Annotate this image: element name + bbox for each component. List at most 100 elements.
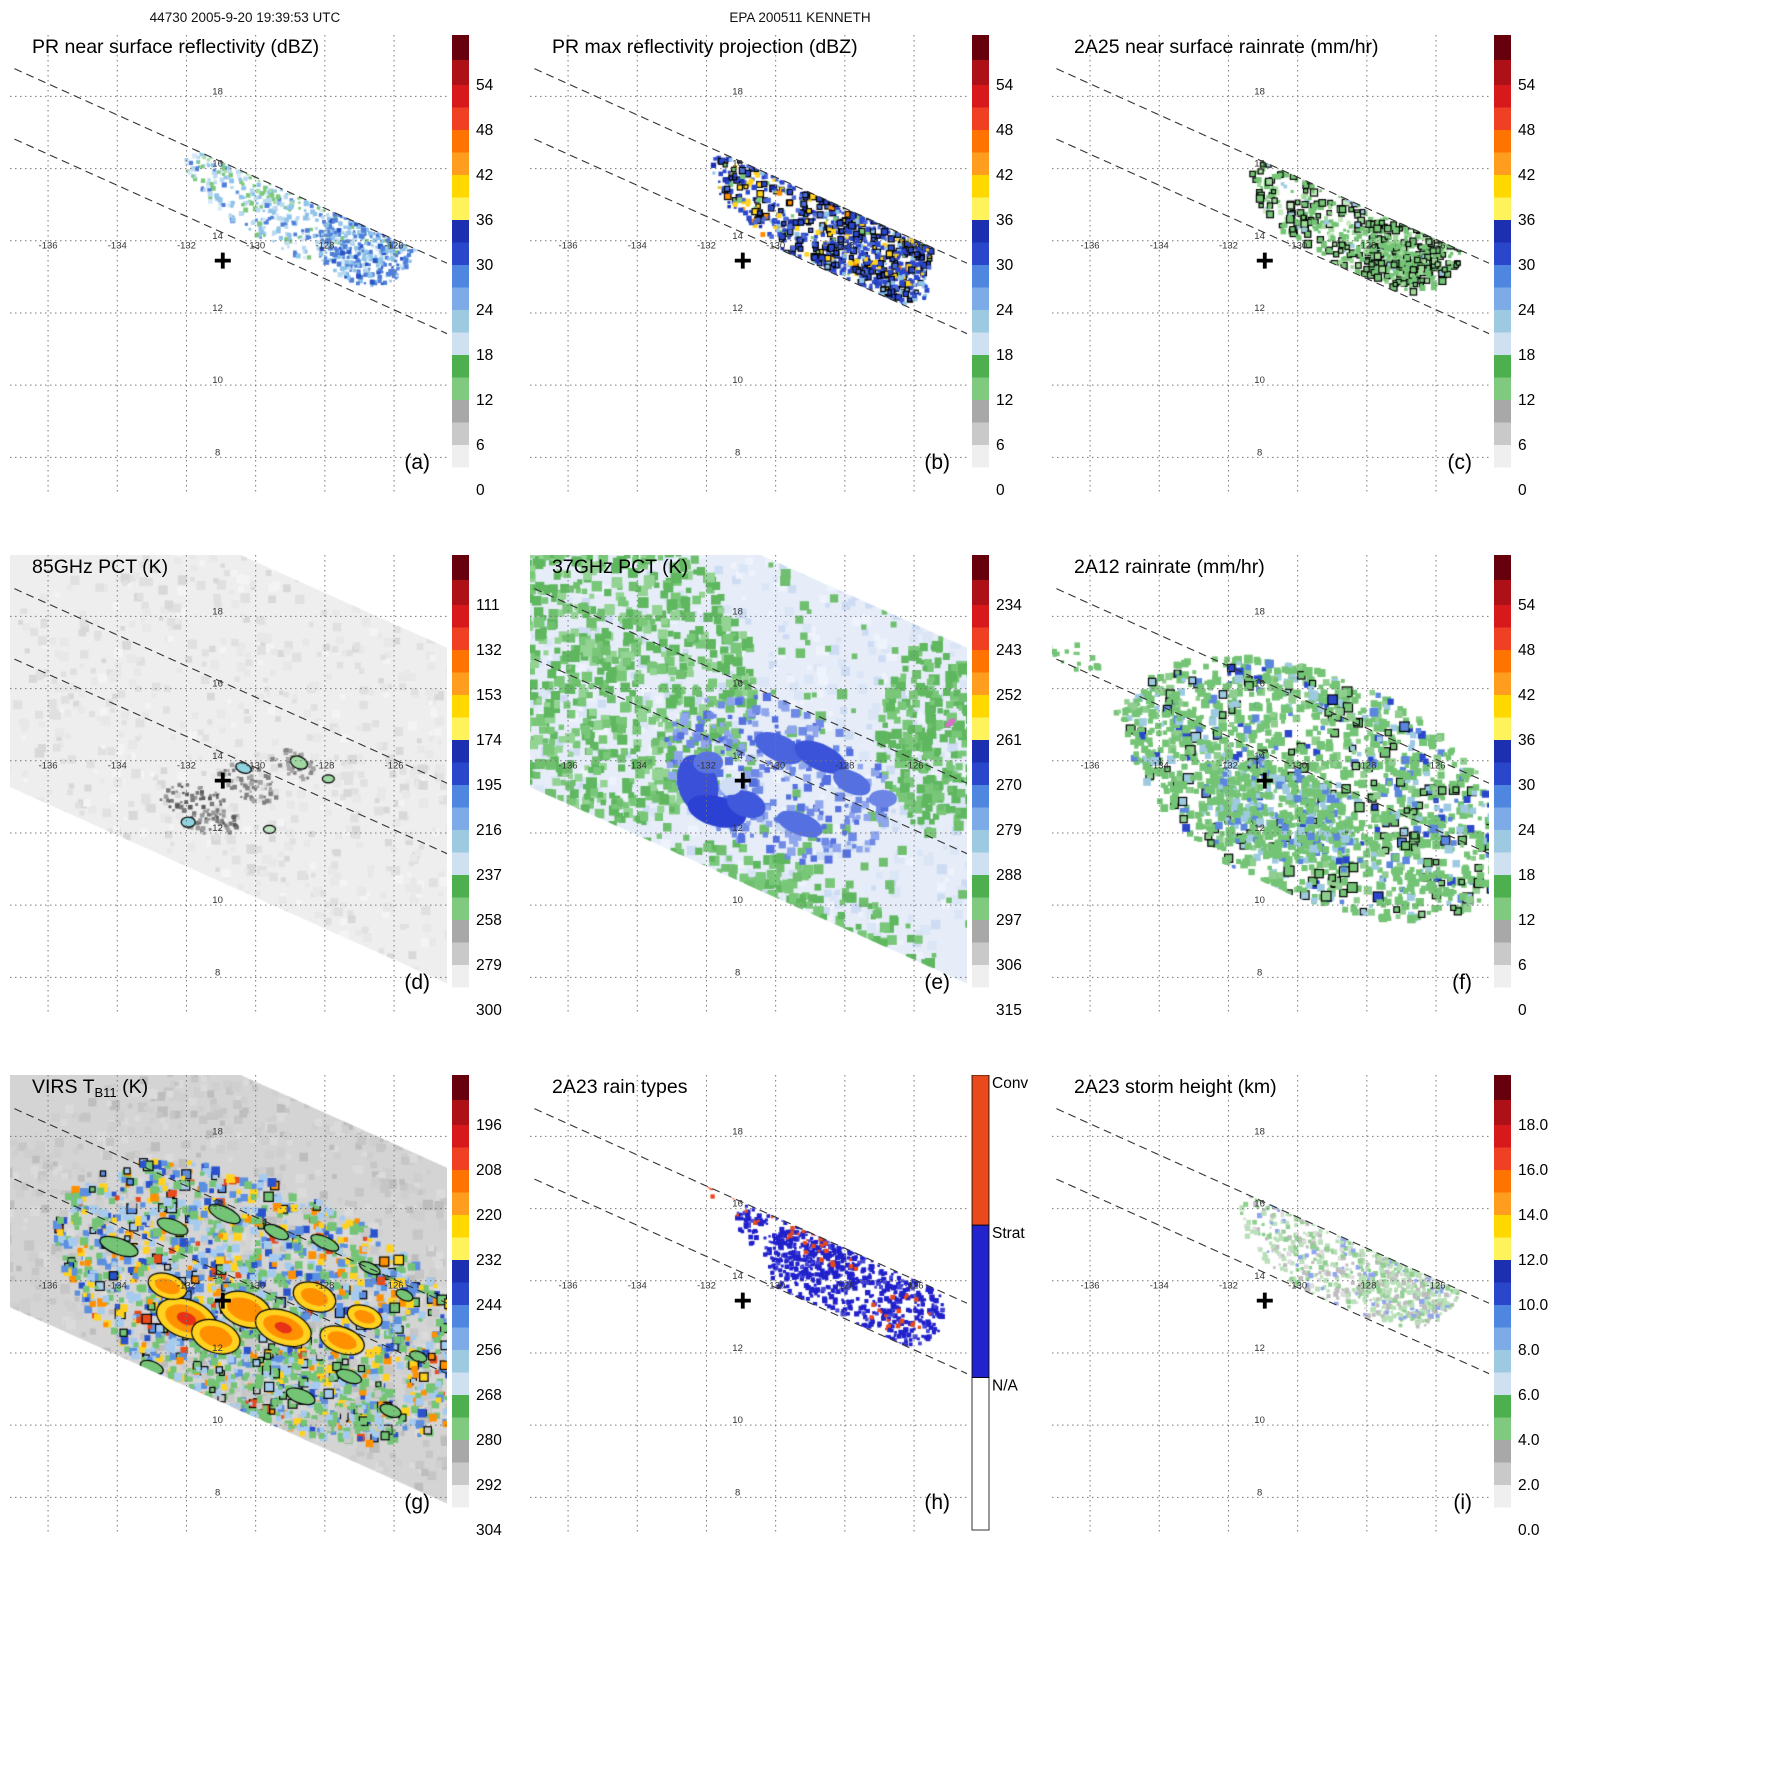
lon-tick-label: -134	[628, 241, 647, 252]
lon-tick-label: -132	[177, 241, 196, 252]
colorbar: 54 48 42 36 30 24 18 12 6 0	[452, 35, 494, 499]
lat-tick-label: 14	[212, 1271, 223, 1282]
field-canvas-e	[530, 555, 967, 1013]
panel-letter: (c)	[1448, 451, 1473, 474]
colorbar: 18.0 16.0 14.0 12.0 10.0 8.0 6.0 4.0 2.0 0.0	[1494, 1075, 1549, 1539]
colorbar-tick: 288	[996, 867, 1022, 884]
pr-swath-edges	[530, 1106, 967, 1375]
lat-tick-label: 12	[212, 823, 223, 834]
panel-i: -136 -134 -132 -130 -128 -126 18 16 14 12 10 8 2A23 …	[1052, 1075, 1567, 1553]
lon-tick-label: -126	[1427, 241, 1446, 252]
lon-tick-label: -126	[1427, 1281, 1446, 1292]
panel-title: 2A23 storm height (km)	[1074, 1076, 1277, 1098]
panel-letter: (e)	[924, 971, 950, 994]
lat-tick-label: 16	[732, 1199, 743, 1210]
lon-tick-label: -136	[1081, 761, 1100, 772]
lon-tick-label: -132	[697, 241, 716, 252]
lat-tick-label: 8	[215, 1487, 220, 1498]
colorbar-tick: 132	[476, 642, 502, 659]
panel-letter: (f)	[1452, 971, 1472, 994]
colorbar-tick: 258	[476, 912, 502, 929]
colorbar-tick: 12	[1518, 912, 1535, 929]
storm-header: EPA 200511 KENNETH	[729, 10, 871, 25]
colorbar-tick: 16.0	[1518, 1162, 1549, 1179]
lon-tick-label: -128	[1357, 241, 1376, 252]
colorbar-tick: 14.0	[1518, 1207, 1549, 1224]
lat-tick-label: 10	[732, 375, 743, 386]
colorbar-tick: 36	[476, 212, 493, 229]
colorbar-tick: 300	[476, 1002, 502, 1019]
storm-center-cross	[214, 772, 231, 789]
lon-tick-label: -130	[246, 1281, 265, 1292]
grid-lines	[530, 555, 967, 1013]
lat-tick-label: 8	[215, 967, 220, 978]
colorbar-tick: N/A	[992, 1378, 1019, 1395]
field-canvas-a	[10, 35, 447, 493]
lat-tick-label: 14	[1254, 1271, 1265, 1282]
lat-tick-label: 14	[212, 751, 223, 762]
grid-lines	[10, 555, 447, 1013]
colorbar-tick: 216	[476, 822, 502, 839]
lon-tick-label: -130	[766, 1281, 785, 1292]
lon-tick-label: -134	[108, 761, 127, 772]
panel-letter: (h)	[924, 1491, 950, 1514]
panel-title: 2A25 near surface rainrate (mm/hr)	[1074, 36, 1379, 58]
lon-tick-label: -134	[628, 1281, 647, 1292]
colorbar-tick: 244	[476, 1297, 502, 1314]
pr-swath-edges	[530, 66, 967, 335]
lat-tick-label: 14	[732, 231, 743, 242]
colorbar-tick: 4.0	[1518, 1432, 1540, 1449]
lon-tick-label: -134	[1150, 1281, 1169, 1292]
colorbar-tick: 24	[996, 302, 1014, 319]
lon-tick-label: -130	[766, 241, 785, 252]
panel-title: 37GHz PCT (K)	[552, 556, 688, 578]
lat-tick-label: 18	[732, 86, 743, 97]
panel-overlay-e: -136 -134 -132 -130 -128 -126 18 16 14 12 10 8 37GHz…	[530, 555, 1022, 1019]
colorbar-tick: 6	[996, 437, 1005, 454]
lat-tick-label: 18	[1254, 606, 1265, 617]
storm-center-cross	[734, 252, 751, 269]
lat-tick-label: 18	[732, 606, 743, 617]
lat-tick-label: 16	[212, 1199, 223, 1210]
colorbar-tick: 12	[1518, 392, 1535, 409]
colorbar-tick: 24	[1518, 302, 1536, 319]
panel-letter: (d)	[404, 971, 430, 994]
colorbar-tick: 304	[476, 1522, 502, 1539]
colorbar-tick: 6	[1518, 437, 1527, 454]
lon-tick-label: -134	[628, 761, 647, 772]
colorbar-tick: Conv	[992, 1075, 1028, 1092]
lat-tick-label: 10	[212, 895, 223, 906]
colorbar-tick: 0	[1518, 1002, 1527, 1019]
lon-tick-label: -134	[108, 1281, 127, 1292]
colorbar-tick: 30	[476, 257, 494, 274]
storm-center-cross	[214, 1292, 231, 1309]
colorbar: 234 243 252 261 270 279 288 297 306 315	[972, 555, 1022, 1019]
lat-tick-label: 16	[212, 159, 223, 170]
colorbar-tick: 237	[476, 867, 502, 884]
lon-tick-label: -134	[1150, 761, 1169, 772]
lat-tick-label: 14	[1254, 751, 1265, 762]
field-canvas-b	[530, 35, 967, 493]
lon-tick-label: -130	[1288, 1281, 1307, 1292]
lat-tick-label: 10	[212, 1415, 223, 1426]
colorbar-tick: 153	[476, 687, 502, 704]
colorbar-tick: 2.0	[1518, 1477, 1540, 1494]
lon-tick-label: -126	[905, 241, 924, 252]
lat-tick-label: 16	[732, 679, 743, 690]
field-canvas-h	[530, 1075, 967, 1533]
lon-tick-label: -128	[315, 761, 334, 772]
panel-overlay-b: -136 -134 -132 -130 -128 -126 18 16 14 12 10 8 PR ma…	[530, 35, 1014, 499]
grid-lines	[530, 35, 967, 493]
colorbar-tick: 234	[996, 597, 1022, 614]
lat-tick-label: 16	[212, 679, 223, 690]
field-canvas-g	[10, 1075, 447, 1533]
lat-tick-label: 10	[732, 1415, 743, 1426]
panel-letter: (b)	[924, 451, 950, 474]
lon-tick-label: -132	[697, 761, 716, 772]
colorbar-tick: 280	[476, 1432, 502, 1449]
colorbar-tick: 42	[1518, 167, 1535, 184]
lon-tick-label: -128	[315, 1281, 334, 1292]
colorbar-tick: 24	[476, 302, 494, 319]
colorbar-tick: 48	[1518, 642, 1535, 659]
lat-tick-label: 10	[1254, 1415, 1265, 1426]
